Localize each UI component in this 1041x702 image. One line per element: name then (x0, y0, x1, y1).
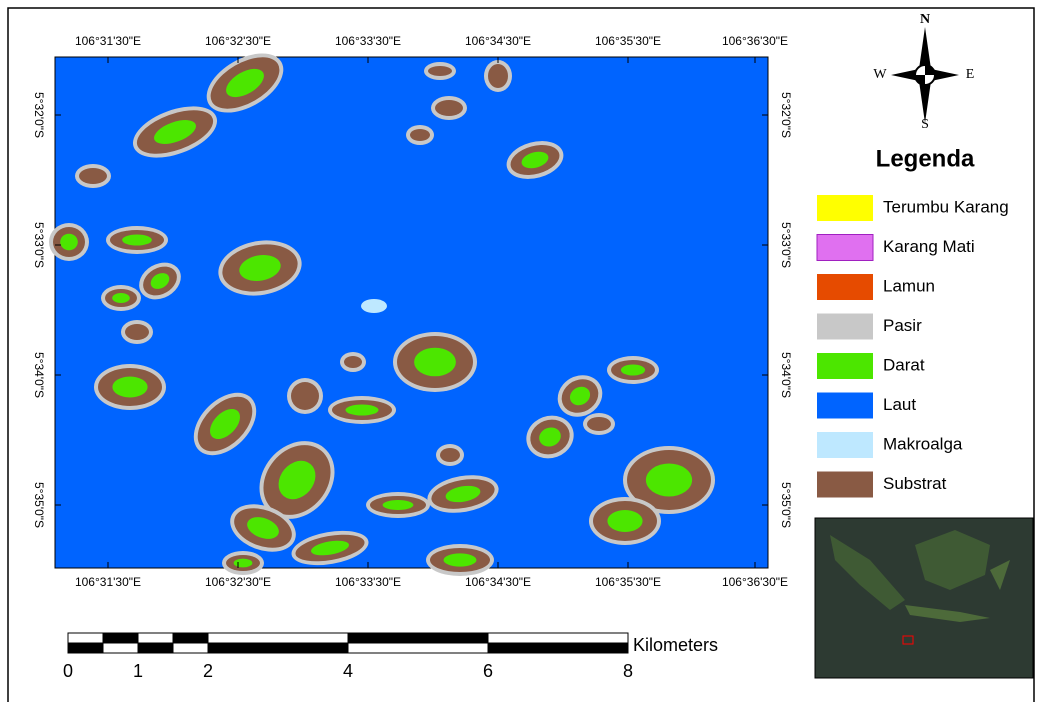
scale-label: 4 (343, 661, 353, 681)
land (112, 377, 147, 398)
land (646, 464, 692, 497)
legend-swatch (817, 195, 873, 221)
compass-n: N (920, 12, 930, 27)
right-coord-label: 5°35'0"S (779, 482, 793, 528)
scale-segment (68, 643, 103, 653)
substrate (488, 64, 508, 88)
top-coord-label: 106°35'30"E (595, 34, 661, 48)
legend-swatch (817, 274, 873, 300)
scale-unit: Kilometers (633, 635, 718, 655)
legend-swatch (817, 314, 873, 340)
legend-swatch (817, 472, 873, 498)
substrate (410, 129, 430, 141)
bottom-coord-label: 106°35'30"E (595, 575, 661, 589)
top-coord-label: 106°36'30"E (722, 34, 788, 48)
right-coord-label: 5°32'0"S (779, 92, 793, 138)
scale-label: 0 (63, 661, 73, 681)
legend-swatch (817, 235, 873, 261)
scale-segment (103, 633, 138, 643)
compass: N S W E (873, 12, 974, 132)
substrate (435, 100, 463, 116)
scale-segment (348, 643, 488, 653)
legend: Terumbu Karang Karang Mati Lamun Pasir Darat… (817, 195, 1009, 498)
bottom-coord-label: 106°32'30"E (205, 575, 271, 589)
top-coord-label: 106°33'30"E (335, 34, 401, 48)
scale-segment (208, 633, 348, 643)
compass-w: W (873, 67, 887, 82)
scale-label: 6 (483, 661, 493, 681)
legend-label: Darat (883, 355, 925, 374)
compass-e: E (966, 67, 975, 82)
land (414, 348, 456, 377)
substrate (291, 382, 319, 410)
substrate (440, 448, 460, 462)
legend-label: Karang Mati (883, 237, 975, 256)
legend-label: Makroalga (883, 434, 963, 453)
substrate (587, 417, 611, 431)
substrate (125, 324, 149, 340)
scale-label: 1 (133, 661, 143, 681)
legend-title: Legenda (876, 145, 975, 172)
legend-swatch (817, 432, 873, 458)
substrate (428, 66, 452, 76)
legend-label: Terumbu Karang (883, 197, 1009, 216)
scale-segment (138, 633, 173, 643)
land (444, 553, 477, 566)
left-coord-label: 5°34'0"S (32, 352, 46, 398)
substrate (344, 356, 362, 368)
scale-label: 2 (203, 661, 213, 681)
legend-swatch (817, 393, 873, 419)
land (122, 235, 152, 246)
land (112, 293, 130, 303)
scale-segment (103, 643, 138, 653)
land (607, 510, 642, 532)
legend-label: Substrat (883, 474, 947, 493)
right-coord-label: 5°34'0"S (779, 352, 793, 398)
scale-segment (488, 643, 628, 653)
scale-segment (208, 643, 348, 653)
left-coord-label: 5°35'0"S (32, 482, 46, 528)
top-coord-label: 106°34'30"E (465, 34, 531, 48)
scale-segment (488, 633, 628, 643)
land (346, 405, 379, 416)
bottom-coord-label: 106°36'30"E (722, 575, 788, 589)
bottom-coord-label: 106°33'30"E (335, 575, 401, 589)
left-coord-label: 5°33'0"S (32, 222, 46, 268)
inset-map (815, 518, 1033, 678)
scale-segment (68, 633, 103, 643)
top-coord-label: 106°32'30"E (205, 34, 271, 48)
legend-swatch (817, 353, 873, 379)
scale-label: 8 (623, 661, 633, 681)
substrate (79, 168, 107, 184)
scale-segment (173, 643, 208, 653)
land (234, 559, 253, 568)
top-coord-label: 106°31'30"E (75, 34, 141, 48)
scale-segment (173, 633, 208, 643)
land (621, 365, 645, 376)
compass-s: S (921, 117, 929, 132)
legend-label: Pasir (883, 316, 922, 335)
scale-segment (348, 633, 488, 643)
land (60, 234, 78, 251)
legend-label: Laut (883, 395, 916, 414)
bottom-coord-label: 106°34'30"E (465, 575, 531, 589)
legend-label: Lamun (883, 276, 935, 295)
right-coord-label: 5°33'0"S (779, 222, 793, 268)
map-layout: N S W E Legenda Terumbu Karang Karang Mat… (0, 0, 1041, 702)
makroalga (361, 299, 387, 313)
land (383, 500, 414, 510)
bottom-coord-label: 106°31'30"E (75, 575, 141, 589)
scale-segment (138, 643, 173, 653)
left-coord-label: 5°32'0"S (32, 92, 46, 138)
